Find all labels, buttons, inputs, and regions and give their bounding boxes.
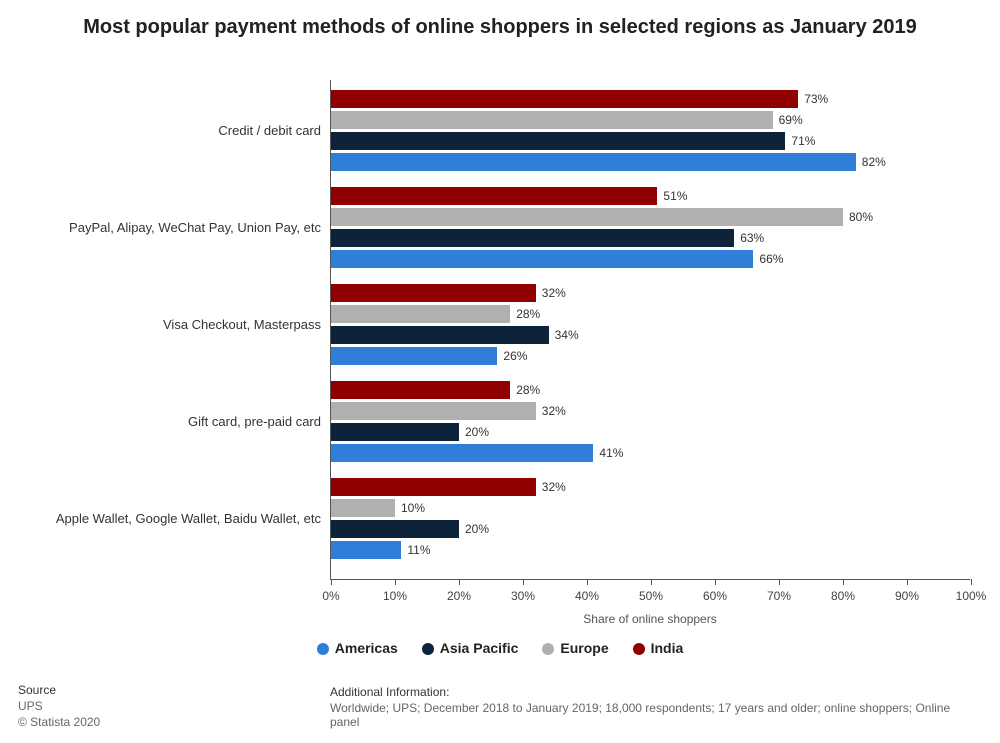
bar-value-label: 32% bbox=[542, 404, 566, 418]
bar: 20% bbox=[331, 423, 459, 441]
bar-value-label: 28% bbox=[516, 307, 540, 321]
category-label: Visa Checkout, Masterpass bbox=[1, 316, 321, 332]
x-tick-label: 0% bbox=[322, 589, 339, 603]
bar: 63% bbox=[331, 229, 734, 247]
additional-value: Worldwide; UPS; December 2018 to January… bbox=[330, 701, 982, 729]
legend-item[interactable]: Americas bbox=[317, 640, 398, 656]
bar-value-label: 66% bbox=[759, 252, 783, 266]
bar: 32% bbox=[331, 478, 536, 496]
category-label: Apple Wallet, Google Wallet, Baidu Walle… bbox=[1, 510, 321, 526]
bar-group: Credit / debit card73%69%71%82% bbox=[331, 90, 971, 171]
bar: 73% bbox=[331, 90, 798, 108]
bar-value-label: 20% bbox=[465, 522, 489, 536]
bar: 28% bbox=[331, 305, 510, 323]
bar: 32% bbox=[331, 284, 536, 302]
legend-label: Asia Pacific bbox=[440, 640, 519, 656]
legend-swatch bbox=[317, 643, 329, 655]
x-tick-label: 50% bbox=[639, 589, 663, 603]
bar: 80% bbox=[331, 208, 843, 226]
x-tick-label: 20% bbox=[447, 589, 471, 603]
chart-title: Most popular payment methods of online s… bbox=[0, 0, 1000, 49]
bar: 66% bbox=[331, 250, 753, 268]
chart-area: 0%10%20%30%40%50%60%70%80%90%100% Credit… bbox=[330, 80, 970, 580]
legend: Americas Asia Pacific Europe India bbox=[0, 640, 1000, 658]
legend-swatch bbox=[542, 643, 554, 655]
bar-value-label: 69% bbox=[779, 113, 803, 127]
bar-group: Gift card, pre-paid card28%32%20%41% bbox=[331, 381, 971, 462]
legend-swatch bbox=[633, 643, 645, 655]
bar-value-label: 32% bbox=[542, 286, 566, 300]
bar-value-label: 73% bbox=[804, 92, 828, 106]
bar: 10% bbox=[331, 499, 395, 517]
x-tick-label: 60% bbox=[703, 589, 727, 603]
bar-value-label: 11% bbox=[407, 543, 430, 557]
bar: 26% bbox=[331, 347, 497, 365]
bar: 20% bbox=[331, 520, 459, 538]
legend-label: Americas bbox=[335, 640, 398, 656]
x-tick-label: 90% bbox=[895, 589, 919, 603]
bar-group: Visa Checkout, Masterpass32%28%34%26% bbox=[331, 284, 971, 365]
legend-item[interactable]: Europe bbox=[542, 640, 608, 656]
bar-value-label: 41% bbox=[599, 446, 623, 460]
legend-item[interactable]: Asia Pacific bbox=[422, 640, 519, 656]
legend-item[interactable]: India bbox=[633, 640, 684, 656]
bar-value-label: 28% bbox=[516, 383, 540, 397]
bar-value-label: 32% bbox=[542, 480, 566, 494]
x-tick-label: 30% bbox=[511, 589, 535, 603]
bar: 41% bbox=[331, 444, 593, 462]
bar-value-label: 26% bbox=[503, 349, 527, 363]
bar-value-label: 51% bbox=[663, 189, 687, 203]
bar-group: PayPal, Alipay, WeChat Pay, Union Pay, e… bbox=[331, 187, 971, 268]
bar: 82% bbox=[331, 153, 856, 171]
bar: 69% bbox=[331, 111, 773, 129]
legend-label: India bbox=[651, 640, 684, 656]
category-label: PayPal, Alipay, WeChat Pay, Union Pay, e… bbox=[1, 219, 321, 235]
bar-value-label: 71% bbox=[791, 134, 815, 148]
legend-swatch bbox=[422, 643, 434, 655]
plot-frame: 0%10%20%30%40%50%60%70%80%90%100% Credit… bbox=[330, 80, 970, 580]
bar: 32% bbox=[331, 402, 536, 420]
bar-value-label: 82% bbox=[862, 155, 886, 169]
bar: 51% bbox=[331, 187, 657, 205]
x-tick bbox=[971, 579, 972, 585]
x-tick-label: 80% bbox=[831, 589, 855, 603]
bar-value-label: 34% bbox=[555, 328, 579, 342]
category-label: Gift card, pre-paid card bbox=[1, 413, 321, 429]
x-tick-label: 100% bbox=[956, 589, 987, 603]
legend-label: Europe bbox=[560, 640, 608, 656]
additional-label: Additional Information: bbox=[330, 685, 982, 699]
bar-value-label: 10% bbox=[401, 501, 425, 515]
bar: 34% bbox=[331, 326, 549, 344]
x-axis-label: Share of online shoppers bbox=[583, 612, 716, 626]
bar-group: Apple Wallet, Google Wallet, Baidu Walle… bbox=[331, 478, 971, 559]
additional-info: Additional Information: Worldwide; UPS; … bbox=[330, 685, 982, 729]
x-tick-label: 10% bbox=[383, 589, 407, 603]
bar-value-label: 63% bbox=[740, 231, 764, 245]
bar: 11% bbox=[331, 541, 401, 559]
bar-value-label: 20% bbox=[465, 425, 489, 439]
bar: 71% bbox=[331, 132, 785, 150]
x-tick-label: 70% bbox=[767, 589, 791, 603]
bar-value-label: 80% bbox=[849, 210, 873, 224]
bar: 28% bbox=[331, 381, 510, 399]
category-label: Credit / debit card bbox=[1, 122, 321, 138]
x-tick-label: 40% bbox=[575, 589, 599, 603]
